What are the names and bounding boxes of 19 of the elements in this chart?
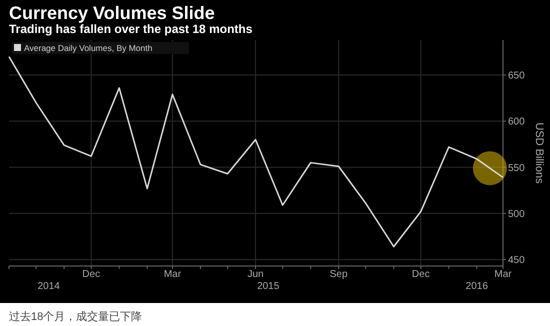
x-tick-label: Mar	[494, 269, 512, 280]
x-tick-label: Jun	[247, 269, 264, 280]
x-tick-label: Sep	[330, 269, 348, 280]
y-tick-label: 500	[508, 208, 526, 220]
x-tick-label: Dec	[82, 269, 100, 280]
x-tick-label: Dec	[412, 269, 430, 280]
y-tick-label: 450	[508, 255, 526, 266]
legend-label: Average Daily Volumes, By Month	[24, 43, 153, 53]
y-tick-label: 550	[508, 162, 526, 174]
y-axis-title: USD Billions	[533, 122, 545, 184]
x-tick-label: Mar	[164, 269, 182, 280]
x2-tick-label: 2014	[38, 281, 60, 292]
chart-title: Currency Volumes Slide	[9, 3, 215, 23]
text: 过去18个月，成交量已下降	[9, 310, 142, 323]
x2-tick-label: 2016	[466, 281, 488, 292]
y-tick-label: 600	[508, 116, 526, 128]
y-tick-label: 650	[508, 70, 526, 82]
chart-subtitle: Trading has fallen over the past 18 months	[9, 22, 253, 36]
x2-tick-label: 2015	[257, 281, 280, 292]
